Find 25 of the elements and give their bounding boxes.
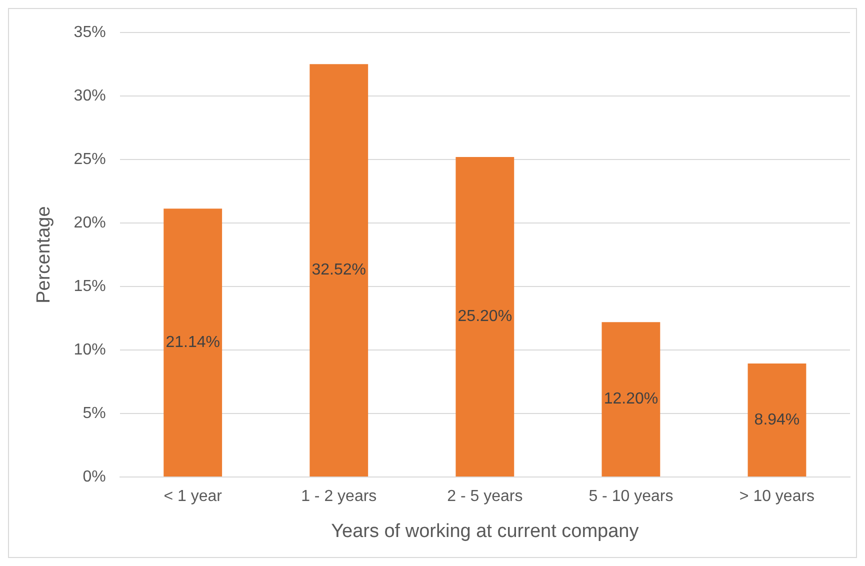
bar bbox=[310, 64, 368, 476]
y-axis-title: Percentage bbox=[34, 206, 55, 304]
y-tick-label: 30% bbox=[74, 87, 106, 104]
y-tick-label: 0% bbox=[82, 468, 106, 486]
x-tick-label: 5 - 10 years bbox=[588, 488, 674, 506]
y-tick-label: 20% bbox=[74, 214, 106, 232]
bar bbox=[456, 157, 514, 476]
data-label: 21.14% bbox=[166, 334, 220, 351]
x-axis-title: Years of working at current company bbox=[331, 520, 640, 542]
y-tick-label: 5% bbox=[82, 404, 106, 422]
y-tick-label: 25% bbox=[74, 150, 106, 168]
data-label: 12.20% bbox=[604, 390, 658, 408]
bar bbox=[164, 208, 222, 476]
bar bbox=[748, 363, 806, 476]
data-label: 32.52% bbox=[312, 262, 366, 279]
x-tick-label: > 10 years bbox=[739, 488, 815, 506]
y-tick-label: 15% bbox=[74, 278, 106, 295]
x-tick-label: 2 - 5 years bbox=[447, 488, 523, 506]
data-label: 8.94% bbox=[754, 411, 800, 428]
y-tick-label: 10% bbox=[74, 341, 106, 358]
bar bbox=[602, 322, 660, 476]
y-tick-label: 35% bbox=[74, 24, 106, 42]
x-tick-label: < 1 year bbox=[164, 488, 223, 506]
x-tick-label: 1 - 2 years bbox=[301, 488, 377, 506]
data-label: 25.20% bbox=[458, 308, 512, 326]
